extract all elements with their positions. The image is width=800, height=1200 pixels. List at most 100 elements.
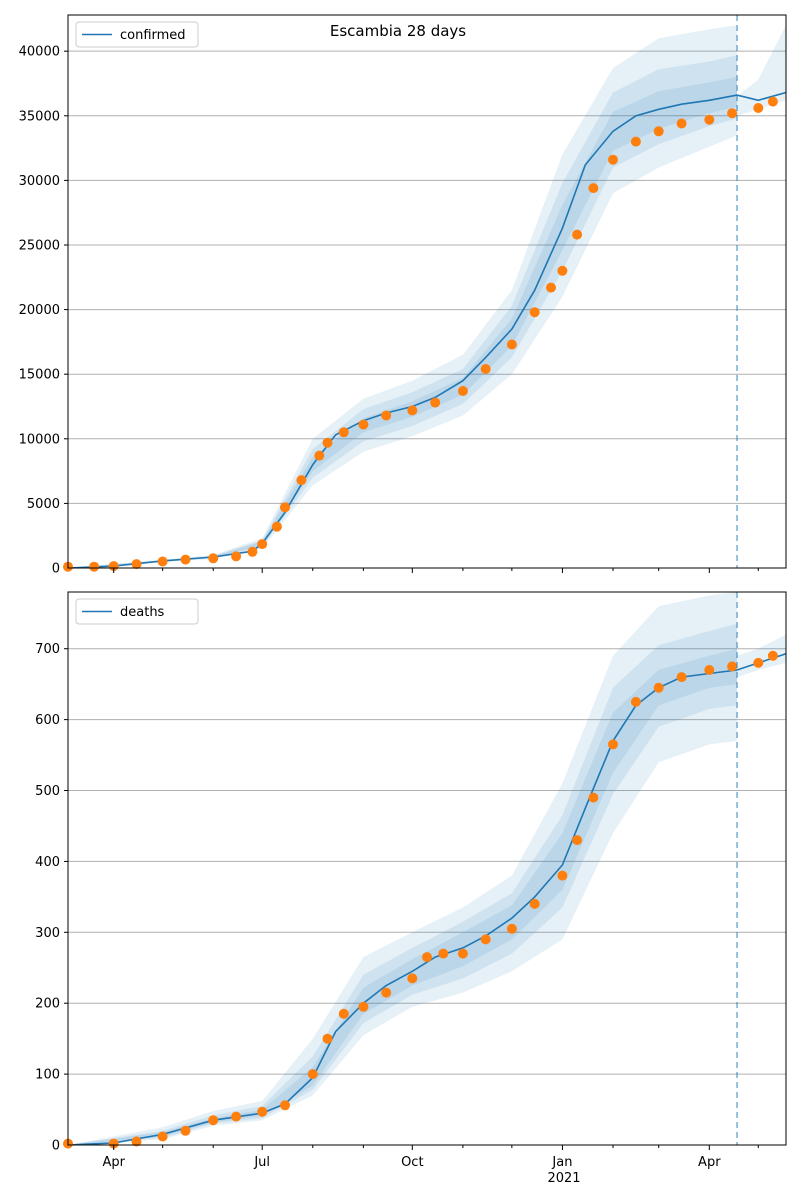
uncertainty-band: [68, 25, 737, 569]
observed-point: [271, 521, 282, 532]
observed-point: [257, 539, 268, 550]
legend-frame: [75, 21, 199, 48]
observed-point: [314, 450, 325, 461]
observed-point: [208, 553, 219, 564]
confirmed-panel: 0 5000 10000 15000 20000 25000 30000 35000 40000…: [19, 14, 787, 577]
y-tick-label: 5000: [27, 497, 60, 512]
observed-point: [307, 1069, 318, 1080]
y-tick-label: 600: [35, 713, 60, 728]
observed-point: [480, 364, 491, 374]
observed-point: [557, 870, 568, 881]
uncertainty-band: [68, 648, 737, 1145]
observed-point: [430, 397, 441, 408]
observed-point: [727, 108, 738, 119]
observed-point: [89, 561, 100, 572]
deaths-panel: 0 100 200 300 400 500 600 700 Apr Jul Oct Jan Apr dea…: [35, 591, 787, 1170]
model-line: [67, 91, 787, 569]
observed-point: [753, 657, 764, 668]
observed-point: [457, 948, 468, 959]
legend-frame: [75, 598, 199, 625]
observed-point: [322, 437, 333, 448]
y-tick-label: 20000: [19, 303, 60, 318]
x-tick-label: Jan: [551, 1155, 572, 1170]
legend-label: deaths: [120, 605, 165, 620]
observed-point: [157, 1131, 168, 1142]
observed-point: [608, 739, 618, 750]
y-tick-label: 10000: [19, 432, 60, 447]
y-tick-label: 500: [35, 784, 60, 799]
x-tick-label: Apr: [698, 1155, 721, 1170]
observed-point: [704, 665, 715, 675]
observed-point: [572, 835, 583, 846]
observed-point: [231, 551, 242, 562]
figure-title: Escambia 28 days: [330, 22, 466, 40]
observed-point: [767, 96, 778, 107]
observed-point: [407, 405, 418, 416]
uncertainty-band: [68, 55, 737, 569]
observed-point: [438, 948, 449, 959]
observed-point: [322, 1033, 333, 1044]
observed-point: [529, 898, 540, 909]
observed-point: [630, 136, 641, 147]
y-tick-label: 0: [52, 562, 60, 577]
y-tick-label: 30000: [19, 174, 60, 189]
observed-point: [296, 475, 307, 486]
y-tick-label: 25000: [19, 238, 60, 253]
observed-point: [704, 114, 715, 125]
observed-point: [108, 561, 119, 572]
observed-point: [257, 1106, 268, 1117]
observed-point: [358, 1001, 369, 1012]
observed-point: [653, 682, 664, 693]
observed-point: [131, 559, 142, 570]
axes-frame: [67, 591, 787, 1146]
observed-point: [280, 1100, 290, 1111]
observed-point: [572, 229, 583, 240]
y-tick-label: 0: [52, 1139, 60, 1154]
observed-point: [676, 118, 687, 129]
y-tick-label: 15000: [19, 368, 60, 383]
observed-point: [608, 154, 618, 165]
observed-point: [381, 987, 392, 998]
observed-point: [407, 973, 418, 984]
observed-point: [546, 282, 556, 293]
observed-point: [338, 427, 349, 438]
observed-point: [588, 792, 599, 803]
x-tick-label: Oct: [401, 1155, 423, 1170]
observed-point: [180, 554, 191, 565]
legend-label: confirmed: [120, 28, 186, 43]
observed-point: [231, 1111, 242, 1122]
observed-point: [180, 1125, 191, 1136]
legend: confirmed: [75, 21, 199, 48]
observed-point: [131, 1136, 142, 1147]
observed-point: [457, 386, 468, 396]
x-tick-label: Apr: [102, 1155, 125, 1170]
observed-point: [676, 672, 687, 683]
y-tick-label: 400: [35, 855, 60, 870]
observed-point: [338, 1008, 349, 1019]
x-tick-label: Jul: [253, 1155, 270, 1170]
observed-point: [506, 339, 517, 350]
uncertainty-band: [68, 623, 737, 1145]
x-year-label: 2021: [547, 1171, 580, 1186]
observed-point: [727, 661, 738, 672]
y-tick-label: 40000: [19, 45, 60, 60]
observed-point: [588, 183, 599, 194]
observed-point: [157, 556, 168, 567]
y-tick-label: 300: [35, 926, 60, 941]
y-tick-label: 700: [35, 642, 60, 657]
axes-frame: [67, 14, 787, 569]
y-tick-label: 200: [35, 997, 60, 1012]
observed-point: [422, 952, 432, 963]
observed-point: [630, 696, 641, 707]
observed-point: [753, 103, 764, 113]
observed-point: [247, 546, 258, 557]
observed-point: [358, 419, 369, 430]
observed-point: [653, 126, 664, 137]
observed-point: [381, 410, 392, 421]
observed-point: [480, 934, 491, 945]
observed-point: [529, 307, 540, 318]
uncertainty-band: [68, 77, 737, 568]
observed-point: [208, 1115, 219, 1126]
uncertainty-band: [68, 592, 737, 1145]
